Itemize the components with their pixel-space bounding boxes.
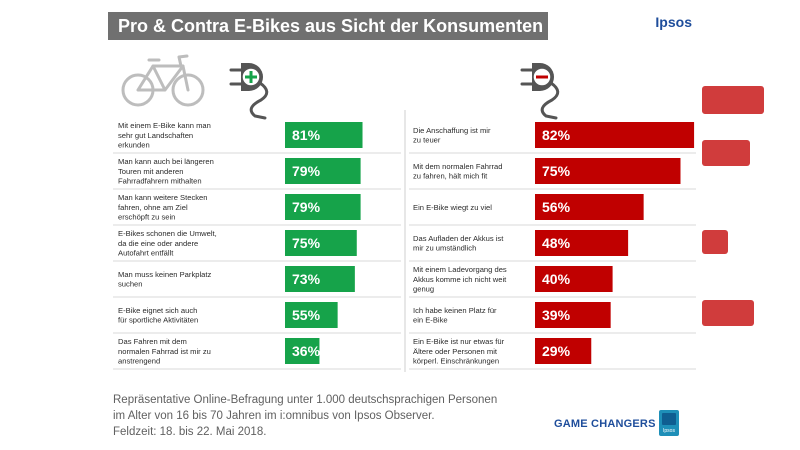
category-label-line: körperl. Einschränkungen (413, 356, 499, 365)
background-bar-3 (702, 230, 728, 254)
pro-value-label: 79% (292, 163, 321, 179)
category-label-line: Das Fahren mit dem (118, 337, 187, 346)
category-label-line: für sportliche Aktivitäten (118, 316, 198, 325)
plug-minus-icon (522, 63, 558, 118)
contra-category-label: Ein E-Bike ist nur etwas für Ältere oder … (413, 337, 505, 365)
category-label-line: Ein E-Bike wiegt zu viel (413, 203, 492, 212)
category-label-line: Man kann weitere Stecken (118, 193, 208, 202)
category-label-line: Ein E-Bike ist nur etwas für (413, 337, 505, 346)
category-label-line: E-Bikes schonen die Umwelt, (118, 229, 217, 238)
category-label-line: Mit einem Ladevorgang des (413, 265, 507, 274)
pro-category-label: Mit einem E-Bike kann man sehr gut Landsc… (118, 121, 211, 149)
pro-category-label: E-Bike eignet sich auch für sportliche Ak… (118, 306, 198, 325)
category-label-line: mir zu umständlich (413, 244, 476, 253)
footer-line: Feldzeit: 18. bis 22. Mai 2018. (113, 424, 553, 440)
chart-area: 81% Mit einem E-Bike kann man sehr gut Lan… (105, 0, 696, 450)
footer-line: im Alter von 16 bis 70 Jahren im i:omnib… (113, 408, 553, 424)
pro-value-label: 81% (292, 127, 321, 143)
category-label-line: Touren mit anderen (118, 167, 183, 176)
contra-value-label: 40% (542, 271, 571, 287)
category-label-line: ein E-Bike (413, 316, 448, 325)
category-label-line: erschöpft zu sein (118, 212, 175, 221)
pro-category-label: Man kann auch bei längeren Touren mit and… (118, 157, 214, 185)
pro-category-label: Das Fahren mit dem normalen Fahrrad ist m… (118, 337, 211, 365)
contra-value-label: 29% (542, 343, 571, 359)
category-label-line: Mit einem E-Bike kann man (118, 121, 211, 130)
category-label-line: Man muss keinen Parkplatz (118, 270, 211, 279)
contra-category-label: Die Anschaffung ist mir zu teuer (413, 126, 491, 145)
background-bar-2 (702, 140, 750, 166)
category-label-line: Das Aufladen der Akkus ist (413, 234, 504, 243)
category-label-line: zu teuer (413, 136, 441, 145)
category-label-line: da die eine oder andere (118, 239, 198, 248)
pro-category-label: E-Bikes schonen die Umwelt, da die eine o… (118, 229, 217, 257)
contra-value-label: 82% (542, 127, 571, 143)
tagline: GAME CHANGERS (554, 418, 656, 430)
pro-value-label: 55% (292, 307, 321, 323)
category-label-line: zu fahren, hält mich fit (413, 172, 488, 181)
plug-plus-icon (231, 63, 267, 118)
pro-value-label: 73% (292, 271, 321, 287)
contra-value-label: 39% (542, 307, 571, 323)
category-label-line: genug (413, 284, 434, 293)
category-label-line: E-Bike eignet sich auch (118, 306, 197, 315)
contra-value-label: 75% (542, 163, 571, 179)
ipsos-logo: Ipsos (659, 410, 679, 436)
category-label-line: Fahrradfahrern mithalten (118, 176, 202, 185)
pro-value-label: 75% (292, 235, 321, 251)
category-label-line: Mit dem normalen Fahrrad (413, 162, 502, 171)
background-bar-1 (702, 86, 764, 114)
category-label-line: sehr gut Landschaften (118, 131, 193, 140)
category-label-line: suchen (118, 280, 143, 289)
category-label-line: anstrengend (118, 356, 160, 365)
pro-category-label: Man kann weitere Stecken fahren, ohne am … (118, 193, 208, 221)
contra-category-label: Ein E-Bike wiegt zu viel (413, 203, 492, 212)
footer-note: Repräsentative Online-Befragung unter 1.… (113, 392, 553, 440)
category-label-line: Akkus komme ich nicht weit (413, 275, 507, 284)
pro-category-label: Man muss keinen Parkplatz suchen (118, 270, 211, 289)
category-label-line: Die Anschaffung ist mir (413, 126, 491, 135)
contra-category-label: Ich habe keinen Platz für ein E-Bike (413, 306, 497, 325)
bicycle-icon (123, 56, 203, 105)
pro-value-label: 36% (292, 343, 321, 359)
pro-value-label: 79% (292, 199, 321, 215)
footer-line: Repräsentative Online-Befragung unter 1.… (113, 392, 553, 408)
category-label-line: erkunden (118, 140, 150, 149)
contra-value-label: 56% (542, 199, 571, 215)
contra-category-label: Das Aufladen der Akkus ist mir zu umständ… (413, 234, 504, 253)
category-label-line: fahren, ohne am Ziel (118, 203, 188, 212)
background-bar-4 (702, 300, 754, 326)
category-label-line: Ich habe keinen Platz für (413, 306, 497, 315)
contra-category-label: Mit dem normalen Fahrrad zu fahren, hält … (413, 162, 502, 181)
category-label-line: Man kann auch bei längeren (118, 157, 214, 166)
slide: Pro & Contra E-Bikes aus Sicht der Konsu… (105, 0, 696, 450)
category-label-line: normalen Fahrrad ist mir zu (118, 347, 211, 356)
category-label-line: Autofahrt entfällt (118, 248, 174, 257)
contra-category-label: Mit einem Ladevorgang des Akkus komme ich… (413, 265, 507, 293)
contra-value-label: 48% (542, 235, 571, 251)
category-label-line: Ältere oder Personen mit (413, 347, 498, 356)
